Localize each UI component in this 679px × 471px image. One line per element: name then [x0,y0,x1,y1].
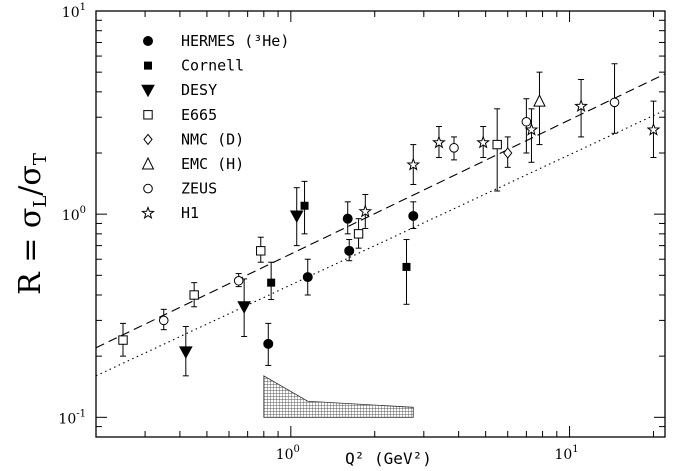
point-open-star [358,204,373,218]
data-points [118,63,661,377]
point-open-star [406,157,421,171]
point-open-circle [609,97,620,108]
fit-line-dotted [95,109,666,377]
plot-frame [95,10,666,438]
point-open-square [189,290,199,300]
legend: HERMES (³He) Cornell DESY E665 NMC (D) EMC (H… [141,32,289,222]
legend-label: NMC (D) [181,130,244,148]
point-open-circle [449,143,459,153]
legend-marker-filled-square [144,61,152,70]
point-filled-circle [342,213,353,224]
point-open-star [646,122,661,136]
legend-marker-filled-circle [143,36,153,46]
legend-label: Cornell [181,57,244,75]
x-tick-label: 100 [276,444,300,463]
point-filled-square [402,262,411,271]
point-open-square [256,246,266,256]
fit-line-dashed [95,73,666,349]
point-filled-circle [302,272,313,283]
legend-marker-open-diamond [143,133,153,146]
point-open-circle [233,275,244,286]
y-tick-label: 101 [62,2,86,21]
point-open-circle [521,116,532,127]
legend-marker-filled-triangle-down [141,84,155,98]
point-filled-square [267,278,276,287]
point-open-square [353,229,364,239]
legend-label: ZEUS [181,180,217,198]
x-axis-label: Q² (GeV²) [345,449,432,468]
point-open-square [118,335,128,345]
point-open-star [432,135,446,149]
point-filled-triangle-down [178,346,193,359]
point-filled-triangle-down [289,210,304,223]
point-open-star [524,122,539,136]
legend-label: H1 [181,204,199,222]
point-open-circle [158,315,169,326]
legend-label: HERMES (³He) [181,32,289,50]
point-open-star [476,135,491,149]
point-filled-circle [263,338,274,349]
legend-marker-open-circle [143,183,153,194]
y-tick-label: 10-1 [58,408,86,427]
point-open-square [492,139,502,150]
point-filled-circle [408,210,419,221]
band-area [263,375,414,418]
point-filled-circle [344,245,355,256]
y-axis-label: R = σL/σT [13,153,51,295]
x-tick-label: 101 [554,444,578,463]
legend-label: DESY [181,81,217,99]
point-filled-triangle-down [237,301,251,314]
systematic-band [263,375,414,418]
legend-marker-open-square [143,110,153,120]
fit-lines [95,73,666,377]
point-filled-square [300,201,309,210]
legend-label: EMC (H) [181,155,244,173]
axis-ticks: 100 101 10-1 100 101 [58,2,665,463]
legend-label: E665 [181,106,217,124]
legend-marker-open-triangle-up [141,156,155,170]
legend-marker-open-star [141,205,155,220]
point-open-star [574,98,588,113]
point-open-triangle-up [533,94,546,107]
y-tick-label: 100 [62,205,86,224]
point-open-diamond [503,147,513,159]
